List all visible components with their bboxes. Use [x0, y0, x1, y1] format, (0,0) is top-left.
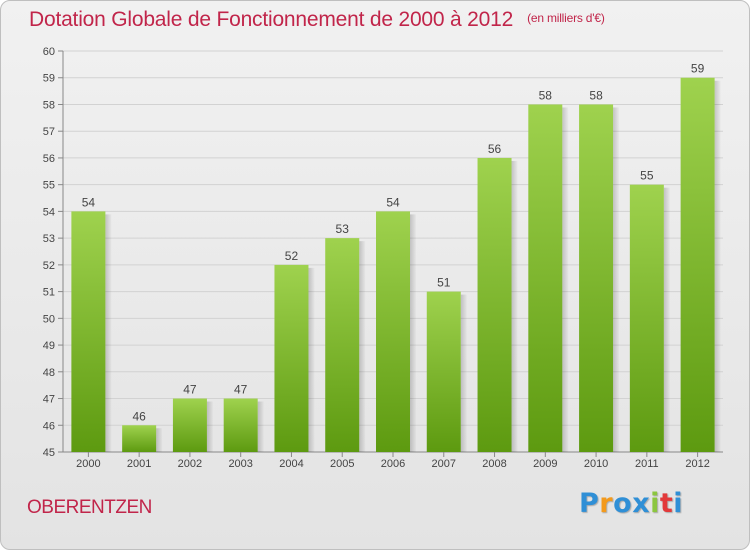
bar — [325, 238, 360, 452]
bar-shadow — [714, 80, 721, 452]
title-text: Dotation Globale de Fonctionnement de 20… — [29, 8, 514, 31]
bar-shadow — [105, 214, 112, 452]
bar — [629, 184, 664, 452]
y-tick-label: 45 — [43, 447, 55, 459]
value-labels: 54 46 47 47 52 53 54 51 56 58 58 55 59 — [82, 62, 705, 424]
commune-name: OBERENTZEN — [27, 497, 152, 518]
y-tick-label: 49 — [43, 340, 55, 352]
bar-shadow — [460, 294, 467, 452]
bar-shadow — [257, 401, 264, 452]
logo-letter: r — [599, 488, 614, 519]
bar-shadow — [410, 214, 416, 452]
data-label: 54 — [82, 195, 96, 209]
bar — [223, 398, 258, 452]
bars — [71, 77, 721, 452]
logo-letter: i — [650, 488, 660, 519]
proxiti-logo[interactable]: Proxiti — [579, 488, 683, 519]
x-tick-label: 2007 — [432, 458, 456, 470]
bar-shadow — [359, 241, 366, 452]
data-label: 58 — [589, 88, 603, 102]
x-tick-label: 2005 — [330, 458, 354, 470]
y-tick-label: 57 — [43, 126, 55, 138]
y-tick-label: 47 — [43, 394, 55, 406]
unit-label: (en milliers d'€) — [527, 11, 605, 25]
y-tick-label: 59 — [43, 73, 55, 85]
y-tick-label: 54 — [43, 206, 55, 218]
data-label: 55 — [640, 169, 654, 183]
x-tick-label: 2002 — [178, 458, 202, 470]
bar-shadow — [663, 187, 670, 452]
y-tick-label: 52 — [43, 260, 55, 272]
logo-letter: t — [659, 488, 674, 519]
x-tick-label: 2001 — [127, 458, 151, 470]
data-label: 58 — [539, 88, 553, 102]
x-tick-label: 2006 — [381, 458, 405, 470]
bar-shadow — [156, 428, 163, 452]
y-tick-label: 48 — [43, 367, 55, 379]
x-tick-label: 2011 — [635, 458, 659, 470]
bar-shadow — [308, 267, 315, 452]
bar — [477, 157, 512, 452]
y-tick-label: 51 — [43, 287, 55, 299]
data-label: 53 — [336, 222, 350, 236]
y-tick-label: 53 — [43, 233, 55, 245]
logo-letter: x — [632, 488, 651, 519]
bar-shadow — [562, 107, 569, 452]
y-tick-label: 58 — [43, 99, 55, 111]
x-tick-label: 2012 — [685, 458, 709, 470]
x-tick-label: 2010 — [584, 458, 608, 470]
data-label: 51 — [437, 276, 451, 290]
data-label: 47 — [183, 383, 197, 397]
x-tick-label: 2009 — [533, 458, 557, 470]
data-label: 52 — [285, 249, 299, 263]
bar — [680, 77, 715, 452]
bar — [528, 104, 563, 452]
y-tick-label: 60 — [43, 46, 55, 58]
bar — [274, 264, 309, 452]
bar — [426, 291, 461, 452]
x-tick-label: 2003 — [228, 458, 252, 470]
data-label: 46 — [132, 409, 146, 423]
bar — [172, 398, 207, 452]
y-tick-label: 46 — [43, 420, 55, 432]
bar — [579, 104, 614, 452]
y-tick-label: 56 — [43, 153, 55, 165]
chart-title: Dotation Globale de Fonctionnement de 20… — [29, 8, 605, 32]
logo-letter: i — [673, 488, 684, 519]
x-tick-label: 2000 — [76, 458, 100, 470]
bar — [376, 211, 410, 452]
y-tick-labels: 45 46 47 48 49 50 51 52 53 54 55 56 57 58 59 60 — [43, 46, 55, 459]
bar — [122, 425, 157, 452]
logo-letter: o — [613, 488, 633, 519]
data-label: 54 — [386, 195, 400, 209]
logo-letter: P — [579, 488, 600, 519]
bar-shadow — [613, 107, 620, 452]
bar-shadow — [511, 160, 518, 452]
x-tick-label: 2004 — [279, 458, 303, 470]
y-tick-label: 50 — [43, 313, 55, 325]
data-label: 47 — [234, 383, 248, 397]
x-tick-labels: 2000 2001 2002 2003 2004 2005 2006 2007 2008 2009… — [76, 452, 710, 470]
data-label: 56 — [488, 142, 502, 156]
data-label: 59 — [691, 62, 705, 76]
y-tick-label: 55 — [43, 180, 55, 192]
x-tick-label: 2008 — [482, 458, 506, 470]
bar — [71, 211, 106, 452]
bar-shadow — [206, 401, 213, 452]
